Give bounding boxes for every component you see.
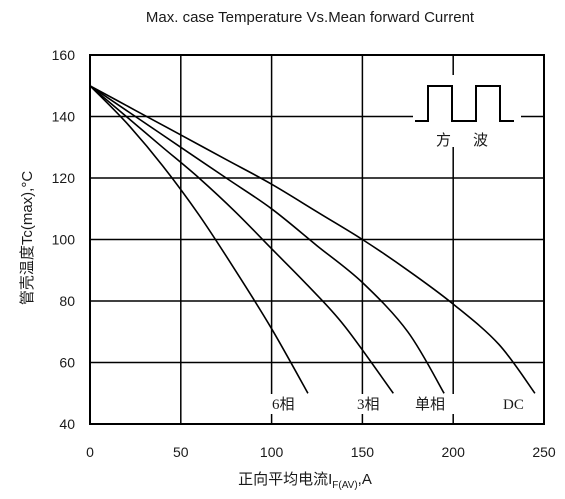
series-label-background [355,394,387,414]
series-label-2: 3相 [357,396,380,413]
x-tick-label: 250 [532,444,556,460]
series-line-4 [89,85,536,394]
y-tick-label: 100 [52,232,76,248]
square-wave-inset: 方 波 [413,75,521,149]
plot-frame [89,54,545,425]
x-tick-label: 100 [260,444,284,460]
y-axis-title: 管壳温度Tc(max),°C [19,171,36,305]
chart-title: Max. case Temperature Vs.Mean forward Cu… [146,9,475,26]
series-layer [89,85,536,394]
inset-label-right: 波 [473,132,488,149]
series-line-2 [89,85,394,394]
y-tick-label: 40 [59,416,75,432]
y-tick-label: 140 [52,109,76,125]
x-axis-title-suffix: ,A [358,471,372,488]
series-label-background [501,394,533,414]
x-tick-label: 50 [173,444,189,460]
y-tick-label: 160 [52,47,76,63]
inset-label-left: 方 [436,132,451,149]
y-axis-ticks: 40 60 80 100 120 140 160 [52,47,76,432]
series-label-background [413,394,457,414]
y-tick-label: 120 [52,170,76,186]
y-tick-label: 80 [59,293,75,309]
x-axis-title: 正向平均电流IF(AV),A [238,471,372,491]
x-axis-title-subscript: F(AV) [332,480,357,491]
series-label-1: 6相 [272,396,295,413]
x-axis-ticks: 0 50 100 150 200 250 [86,444,556,460]
x-tick-label: 150 [351,444,375,460]
series-line-1 [89,85,309,394]
square-wave-icon [415,85,514,122]
series-labels: 6相 3相 单相 DC [270,394,533,414]
series-label-3: 单相 [415,396,445,413]
x-tick-label: 200 [442,444,466,460]
y-tick-label: 60 [59,355,75,371]
series-line-3 [89,85,445,394]
series-label-background [270,394,306,414]
x-axis-title-main: 正向平均电流I [238,471,332,488]
x-tick-label: 0 [86,444,94,460]
series-label-4: DC [503,397,524,413]
